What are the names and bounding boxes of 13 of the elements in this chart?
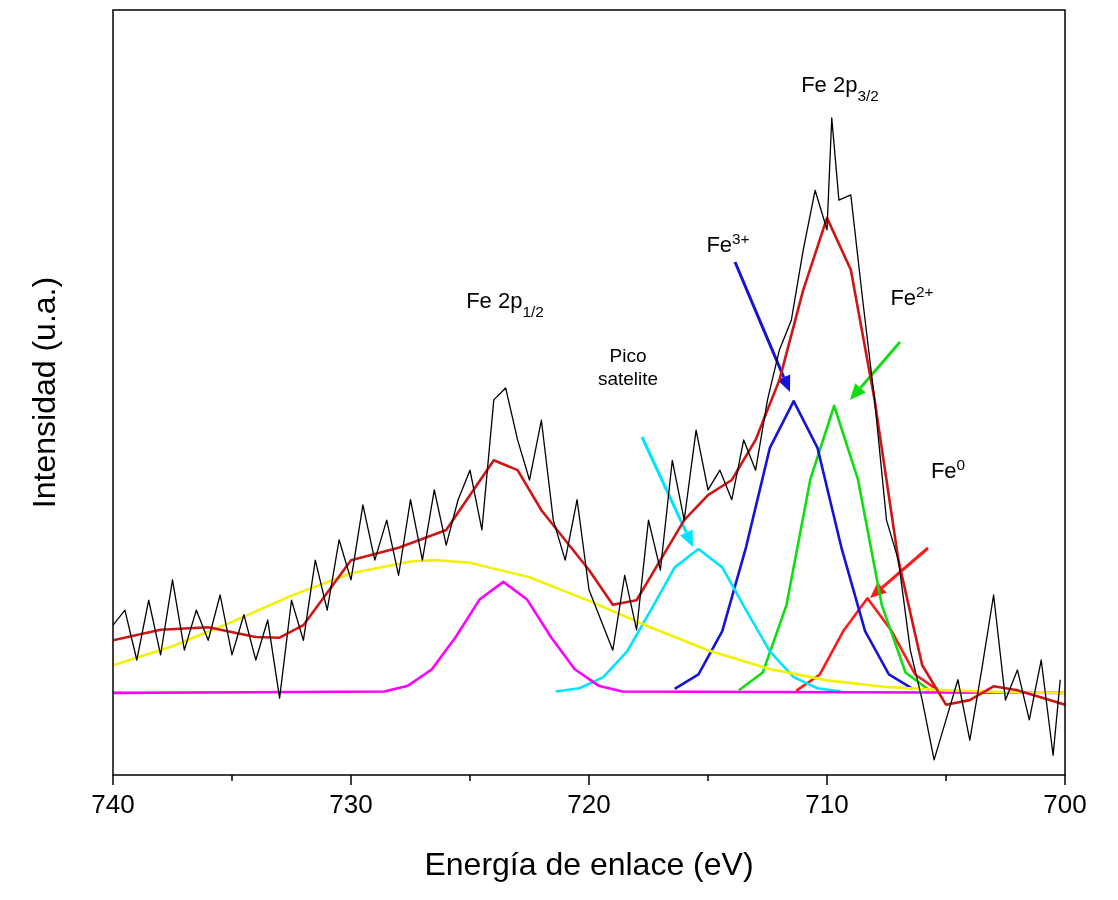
y-axis-title: Intensidad (u.a.) (26, 276, 62, 509)
x-tick-label: 700 (1043, 789, 1087, 819)
annotation: Fe$^{2+}$ (890, 282, 934, 310)
annotation: Fe$^{3+}$ (706, 229, 750, 257)
annotation: Fe 2p$_{1/2}$ (466, 288, 544, 320)
x-tick-label: 730 (329, 789, 373, 819)
annotation: Fe$^{0}$ (930, 455, 966, 483)
text: Fe 2p$_{3/2}$ (801, 72, 879, 104)
x-tick-label: 720 (567, 789, 611, 819)
annotation: Pico satelite (597, 345, 659, 389)
x-axis-title: Energía de enlace (eV) (424, 846, 754, 882)
x-tick-label: 710 (805, 789, 849, 819)
x-tick-label: 740 (91, 789, 135, 819)
